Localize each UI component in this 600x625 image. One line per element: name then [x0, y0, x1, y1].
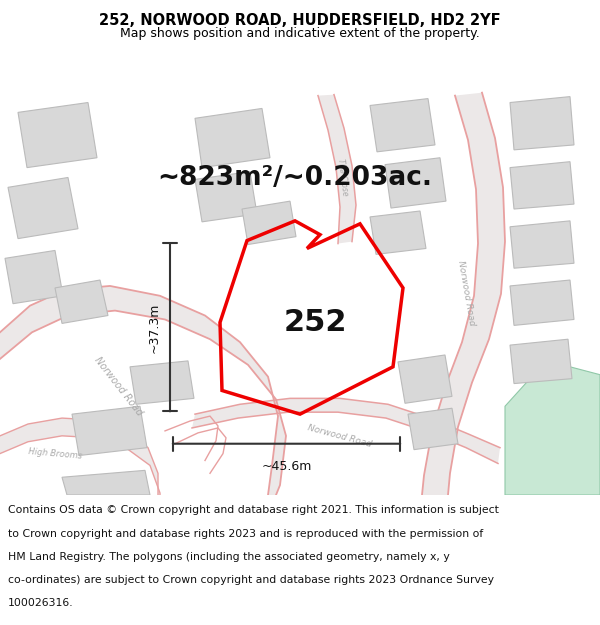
Polygon shape: [5, 251, 63, 304]
Polygon shape: [510, 339, 572, 384]
Polygon shape: [72, 406, 147, 456]
Polygon shape: [192, 398, 500, 464]
Polygon shape: [510, 162, 574, 209]
Text: co-ordinates) are subject to Crown copyright and database rights 2023 Ordnance S: co-ordinates) are subject to Crown copyr…: [8, 575, 494, 585]
Text: Norwood Road: Norwood Road: [456, 259, 476, 326]
Polygon shape: [398, 355, 452, 403]
Polygon shape: [370, 99, 435, 152]
Polygon shape: [0, 286, 286, 495]
Polygon shape: [8, 177, 78, 239]
Polygon shape: [408, 408, 458, 449]
Text: Contains OS data © Crown copyright and database right 2021. This information is : Contains OS data © Crown copyright and d…: [8, 506, 499, 516]
Text: ~37.3m: ~37.3m: [148, 302, 161, 352]
Text: Norwood Road: Norwood Road: [92, 355, 144, 418]
Polygon shape: [510, 97, 574, 150]
Polygon shape: [510, 221, 574, 268]
Text: ~823m²/~0.203ac.: ~823m²/~0.203ac.: [157, 164, 433, 191]
Polygon shape: [195, 171, 257, 222]
Polygon shape: [318, 94, 356, 244]
Polygon shape: [18, 102, 97, 168]
Text: ~45.6m: ~45.6m: [262, 459, 311, 472]
Text: 100026316.: 100026316.: [8, 598, 73, 608]
Text: Map shows position and indicative extent of the property.: Map shows position and indicative extent…: [120, 27, 480, 40]
Text: to Crown copyright and database rights 2023 and is reproduced with the permissio: to Crown copyright and database rights 2…: [8, 529, 483, 539]
Text: Tha Close: Tha Close: [336, 158, 350, 197]
Text: 252: 252: [283, 308, 347, 337]
Polygon shape: [370, 211, 426, 254]
Text: Norwood Road: Norwood Road: [307, 423, 373, 449]
Text: 252, NORWOOD ROAD, HUDDERSFIELD, HD2 2YF: 252, NORWOOD ROAD, HUDDERSFIELD, HD2 2YF: [99, 12, 501, 28]
Polygon shape: [130, 361, 194, 404]
Polygon shape: [422, 92, 505, 495]
Text: High Brooms: High Brooms: [28, 447, 82, 461]
Polygon shape: [55, 280, 108, 323]
Polygon shape: [385, 158, 446, 208]
Polygon shape: [195, 109, 270, 168]
Polygon shape: [62, 471, 150, 495]
Polygon shape: [505, 367, 600, 495]
Text: HM Land Registry. The polygons (including the associated geometry, namely x, y: HM Land Registry. The polygons (includin…: [8, 552, 449, 562]
Polygon shape: [0, 418, 160, 495]
Polygon shape: [510, 280, 574, 326]
Polygon shape: [242, 201, 296, 244]
